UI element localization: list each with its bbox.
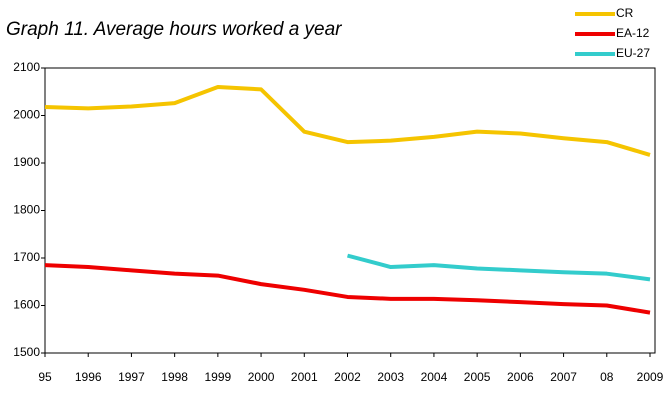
- series-line: [44, 85, 651, 157]
- y-tick-label: 2000: [13, 108, 40, 122]
- series-line: [44, 263, 651, 315]
- legend-label: CR: [616, 6, 634, 20]
- x-tick-label: 2005: [464, 370, 491, 384]
- x-tick-label: 2002: [334, 370, 361, 384]
- series-line: [346, 253, 651, 282]
- x-tick-label: 2007: [550, 370, 577, 384]
- legend-label: EU-27: [616, 46, 650, 60]
- x-tick-label: 2000: [248, 370, 275, 384]
- x-tick-label: 2001: [291, 370, 318, 384]
- y-tick-label: 1800: [13, 203, 40, 217]
- y-tick-label: 1700: [13, 250, 40, 264]
- y-tick-label: 1900: [13, 155, 40, 169]
- x-tick-label: 1996: [75, 370, 102, 384]
- plot-frame: [44, 67, 656, 354]
- x-tick-label: 1998: [161, 370, 188, 384]
- chart-title: Graph 11. Average hours worked a year: [6, 19, 342, 40]
- y-tick-label: 1600: [13, 298, 40, 312]
- x-tick-label: 2003: [377, 370, 404, 384]
- x-tick-label: 2004: [421, 370, 448, 384]
- legend-label: EA-12: [616, 26, 650, 40]
- y-tick-label: 1500: [13, 345, 40, 359]
- x-tick-label: 08: [600, 370, 614, 384]
- x-tick-label: 1999: [205, 370, 232, 384]
- y-tick-label: 2100: [13, 60, 40, 74]
- x-tick-label: 1997: [118, 370, 145, 384]
- x-tick-label: 2006: [507, 370, 534, 384]
- x-tick-label: 2009: [637, 370, 664, 384]
- x-tick-label: 95: [38, 370, 52, 384]
